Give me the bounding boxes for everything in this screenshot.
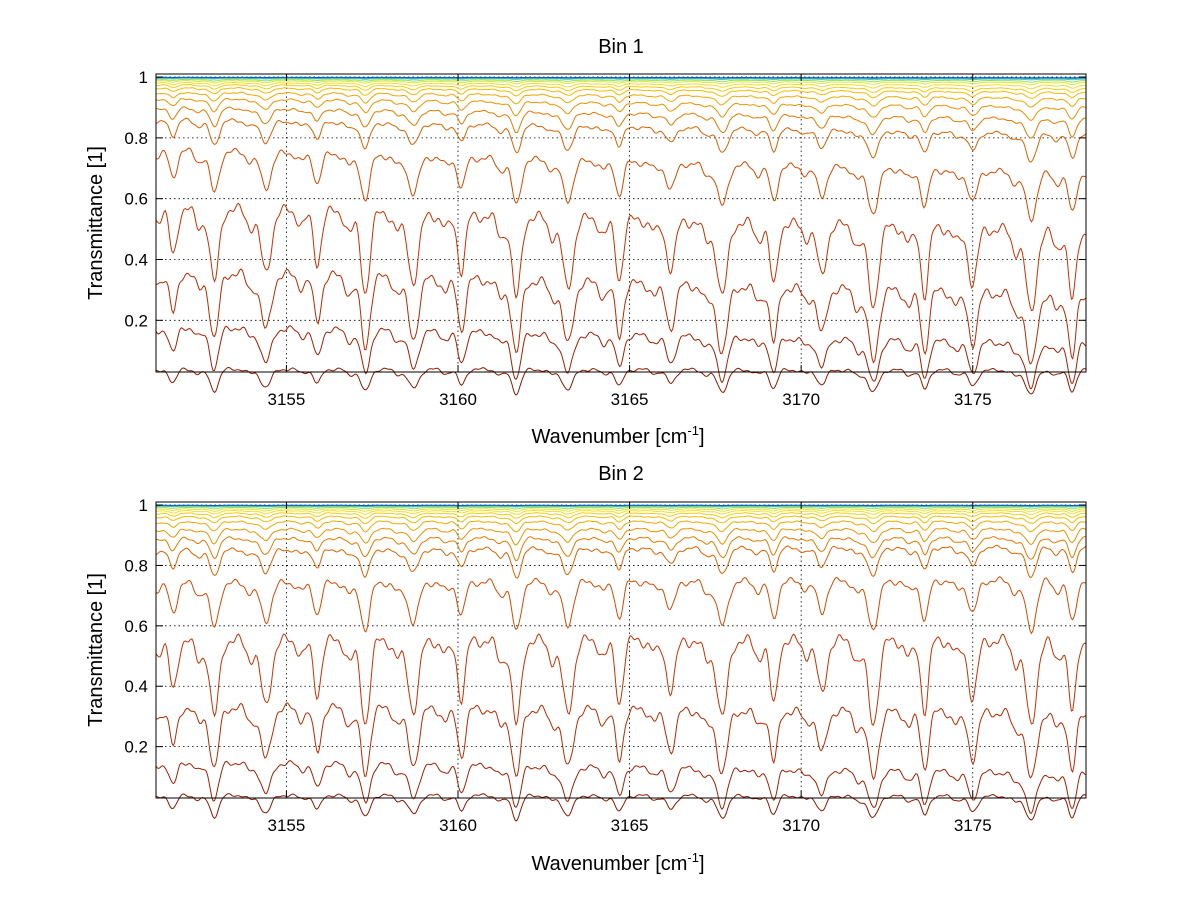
series-line <box>155 325 1087 390</box>
y-tick-label: 0.8 <box>124 556 148 575</box>
x-tick-label: 3165 <box>611 816 649 835</box>
y-tick-label: 0.4 <box>124 677 148 696</box>
chart-panel-bin-1: Bin 1 3155 3160 3165 3170 3175 0.2 0.4 0.6 0.8 1… <box>85 36 1087 448</box>
series-line <box>155 505 1086 508</box>
series-line <box>155 268 1087 365</box>
x-ticks: 3155 3160 3165 3170 3175 <box>267 502 992 835</box>
axes-frame <box>155 501 1087 799</box>
x-tick-label: 3155 <box>267 390 305 409</box>
series-line <box>155 512 1086 520</box>
x-tick-label: 3170 <box>782 816 820 835</box>
x-axis-label: Wavenumber [cm-1] <box>531 850 704 875</box>
axes-frame <box>155 73 1087 373</box>
series-line <box>156 77 1086 81</box>
chart-panel-bin-2: Bin 2 3155 3160 3165 3170 3175 0.2 0.4 0.6 0.8 1… <box>85 463 1087 875</box>
series-line <box>155 506 1086 510</box>
series-line <box>155 576 1087 635</box>
series-line <box>156 79 1087 83</box>
y-axis-label: Transmittance [1] <box>85 146 107 300</box>
series-line <box>155 84 1086 94</box>
x-ticks: 3155 3160 3165 3170 3175 <box>267 74 992 409</box>
series-line <box>155 117 1087 163</box>
series-line <box>155 760 1087 814</box>
y-tick-label: 0.4 <box>124 250 148 269</box>
y-axis-label: Transmittance [1] <box>85 573 107 727</box>
series-group <box>155 504 1087 822</box>
series-line <box>155 366 1087 396</box>
y-tick-label: 0.6 <box>124 617 148 636</box>
series-line <box>155 508 1087 513</box>
series-line <box>155 202 1087 312</box>
series-line <box>155 87 1086 99</box>
series-line <box>155 147 1087 223</box>
x-tick-label: 3155 <box>267 816 305 835</box>
series-line <box>155 91 1087 108</box>
x-tick-label: 3175 <box>954 390 992 409</box>
y-ticks: 0.2 0.4 0.6 0.8 1 <box>124 496 1086 757</box>
y-tick-label: 1 <box>139 496 148 515</box>
x-tick-label: 3160 <box>439 390 477 409</box>
series-line <box>155 633 1087 727</box>
series-line <box>155 80 1087 86</box>
y-ticks: 0.2 0.4 0.6 0.8 1 <box>124 68 1086 330</box>
x-tick-label: 3160 <box>439 816 477 835</box>
series-line <box>156 81 1087 90</box>
series-line <box>156 76 1086 79</box>
series-line <box>155 527 1087 546</box>
y-tick-label: 0.2 <box>124 738 148 757</box>
series-line <box>156 536 1087 562</box>
series-line <box>155 544 1087 579</box>
y-tick-label: 1 <box>139 68 148 87</box>
y-tick-label: 0.6 <box>124 190 148 209</box>
series-line <box>155 97 1087 121</box>
series-line <box>155 509 1087 516</box>
series-line <box>156 106 1087 139</box>
x-tick-label: 3175 <box>954 816 992 835</box>
x-tick-label: 3170 <box>782 390 820 409</box>
chart-title: Bin 1 <box>598 36 644 58</box>
series-group <box>155 76 1087 396</box>
x-axis-label: Wavenumber [cm-1] <box>531 423 704 448</box>
series-line <box>155 520 1087 533</box>
x-tick-label: 3165 <box>611 390 649 409</box>
series-line <box>155 793 1087 822</box>
series-line <box>155 702 1087 781</box>
y-tick-label: 0.8 <box>124 129 148 148</box>
chart-title: Bin 2 <box>598 463 644 485</box>
series-line <box>155 515 1086 525</box>
y-tick-label: 0.2 <box>124 311 148 330</box>
